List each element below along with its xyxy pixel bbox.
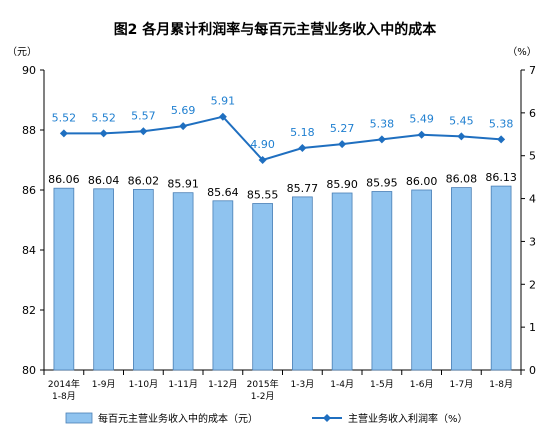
profit-rate-value-label: 5.91 <box>211 95 236 108</box>
cost-bar <box>133 188 154 371</box>
x-tick-label: 1-10月 <box>129 379 158 390</box>
right-tick-label: 2 <box>529 278 536 291</box>
legend: 每百元主营业务收入中的成本（元） 主营业务收入利润率（%） <box>65 412 468 425</box>
cost-bar-value-label: 86.00 <box>406 175 438 188</box>
x-tick-label: 1-5月 <box>370 379 394 390</box>
x-tick-label: 1-6月 <box>410 379 434 390</box>
cost-bar <box>172 192 194 371</box>
legend-bar-label: 每百元主营业务收入中的成本（元） <box>98 412 258 425</box>
left-tick-label: 84 <box>22 244 36 257</box>
x-tick-label: 1-4月 <box>330 379 354 390</box>
profit-rate-value-label: 5.57 <box>131 109 156 122</box>
right-tick-label: 3 <box>529 235 536 248</box>
x-tick-label: 1-9月 <box>92 379 116 390</box>
right-tick-label: 0 <box>529 364 536 377</box>
profit-rate-point <box>258 156 267 164</box>
cost-bar <box>331 192 353 371</box>
x-tick-label: 1-8月 <box>52 391 76 402</box>
x-tick-label: 1-3月 <box>291 379 315 390</box>
cost-bar <box>292 196 313 371</box>
cost-bar-value-label: 85.90 <box>326 178 358 191</box>
profit-rate-point <box>59 129 68 138</box>
cost-bar-value-label: 85.64 <box>207 186 239 199</box>
legend-line-label: 主营业务收入利润率（%） <box>348 412 468 425</box>
profit-rate-value-label: 5.52 <box>52 111 77 124</box>
x-tick-label: 1-12月 <box>208 379 237 390</box>
cost-bar <box>371 191 393 371</box>
profit-rate-point <box>377 135 386 144</box>
right-tick-label: 7 <box>529 64 536 77</box>
profit-rate-value-label: 5.45 <box>449 114 474 127</box>
profit-rate-point <box>457 132 466 141</box>
cost-bar-value-label: 86.02 <box>128 174 160 187</box>
profit-rate-line <box>63 115 502 162</box>
profit-rate-value-label: 5.27 <box>330 122 355 135</box>
cost-bar-value-label: 85.77 <box>287 182 319 195</box>
profit-rate-value-label: 5.69 <box>171 104 196 117</box>
left-tick-label: 80 <box>22 364 36 377</box>
profit-rate-point <box>139 127 148 136</box>
x-tick-label: 1-11月 <box>168 379 197 390</box>
right-tick-label: 6 <box>529 107 536 120</box>
cost-bar-value-label: 86.04 <box>88 174 120 187</box>
cost-bar-value-label: 86.13 <box>485 171 517 184</box>
right-tick-label: 5 <box>529 150 536 163</box>
profit-rate-point <box>218 112 227 121</box>
chart-title: 图2 各月累计利润率与每百元主营业务收入中的成本 <box>114 21 438 38</box>
x-tick-label: 1-7月 <box>450 379 474 390</box>
profit-rate-value-label: 5.38 <box>489 117 514 130</box>
cost-bar-value-label: 85.91 <box>167 178 199 191</box>
profit-rate-value-label: 4.90 <box>250 138 275 151</box>
left-tick-label: 88 <box>22 124 36 137</box>
cost-bar <box>53 187 75 371</box>
profit-rate-point <box>497 135 506 144</box>
profit-rate-point <box>179 122 188 131</box>
right-tick-label: 1 <box>529 321 536 334</box>
profit-rate-point <box>417 130 426 139</box>
profit-rate-value-label: 5.52 <box>91 111 116 124</box>
x-tick-label: 2015年 <box>247 378 279 390</box>
cost-bar <box>212 200 234 371</box>
cost-bar <box>451 187 472 371</box>
profit-rate-point <box>99 129 108 138</box>
profit-rate-point <box>298 144 307 152</box>
left-tick-label: 86 <box>22 184 36 197</box>
profit-rate-value-label: 5.38 <box>370 117 395 130</box>
cost-bar <box>252 203 273 371</box>
right-tick-label: 4 <box>529 193 536 206</box>
cost-bar-value-label: 85.55 <box>247 189 279 202</box>
left-axis-unit: （元） <box>7 46 37 58</box>
cost-bar-value-label: 86.08 <box>446 173 478 186</box>
left-tick-label: 90 <box>22 64 36 77</box>
profit-rate-point <box>338 140 347 149</box>
right-axis-unit: （%） <box>507 46 537 58</box>
left-tick-label: 82 <box>22 304 36 317</box>
cost-bar-value-label: 86.06 <box>48 173 80 186</box>
cost-bar <box>490 185 512 371</box>
cost-bar <box>411 189 432 371</box>
profit-rate-value-label: 5.49 <box>409 113 434 126</box>
cost-bar <box>93 188 114 371</box>
legend-bar-swatch <box>65 412 93 424</box>
profit-rate-value-label: 5.18 <box>290 126 315 139</box>
legend-line-marker <box>323 414 331 422</box>
cost-bar-value-label: 85.95 <box>366 177 398 190</box>
x-tick-label: 2014年 <box>48 378 80 390</box>
x-tick-label: 1-2月 <box>251 391 275 402</box>
x-tick-label: 1-8月 <box>489 379 513 390</box>
